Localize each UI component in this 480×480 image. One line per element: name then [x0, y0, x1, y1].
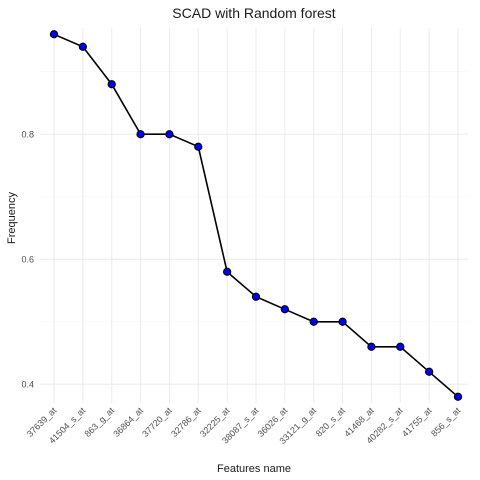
data-point — [280, 305, 290, 314]
data-point — [222, 267, 232, 276]
data-point — [194, 142, 203, 151]
data-point — [136, 130, 145, 139]
x-tick-label: 36864_at — [111, 405, 145, 439]
x-tick-label: 32786_at — [169, 405, 203, 439]
x-tick-label: 37720_at — [140, 405, 174, 439]
data-point — [49, 30, 59, 39]
data-point — [78, 42, 88, 51]
x-tick-label: 863_g_at — [83, 405, 117, 439]
data-point — [396, 342, 405, 351]
data-point — [453, 392, 463, 401]
y-tick-label: 0.6 — [21, 254, 34, 264]
y-tick-label: 0.8 — [21, 129, 34, 139]
x-tick-label: 856_s_at — [429, 405, 463, 439]
y-tick-label: 0.4 — [21, 379, 34, 389]
data-point — [424, 367, 434, 376]
grid — [40, 28, 468, 403]
x-axis-ticks: 37639_at41504_s_at863_g_at36864_at37720_… — [25, 405, 463, 446]
data-points — [49, 30, 463, 401]
data-point — [107, 80, 116, 89]
x-tick-label: 41755_at — [400, 405, 434, 439]
x-axis-title: Features name — [217, 463, 291, 475]
data-point — [367, 342, 376, 351]
y-axis-ticks: 0.4 0.6 0.8 — [21, 129, 34, 389]
x-tick-label: 820_s_at — [314, 405, 348, 439]
data-point — [338, 317, 347, 326]
y-axis-title: Frequency — [6, 192, 18, 244]
data-point — [309, 317, 318, 326]
data-point — [165, 130, 174, 139]
chart-title: SCAD with Random forest — [172, 5, 336, 21]
data-point — [251, 292, 261, 301]
